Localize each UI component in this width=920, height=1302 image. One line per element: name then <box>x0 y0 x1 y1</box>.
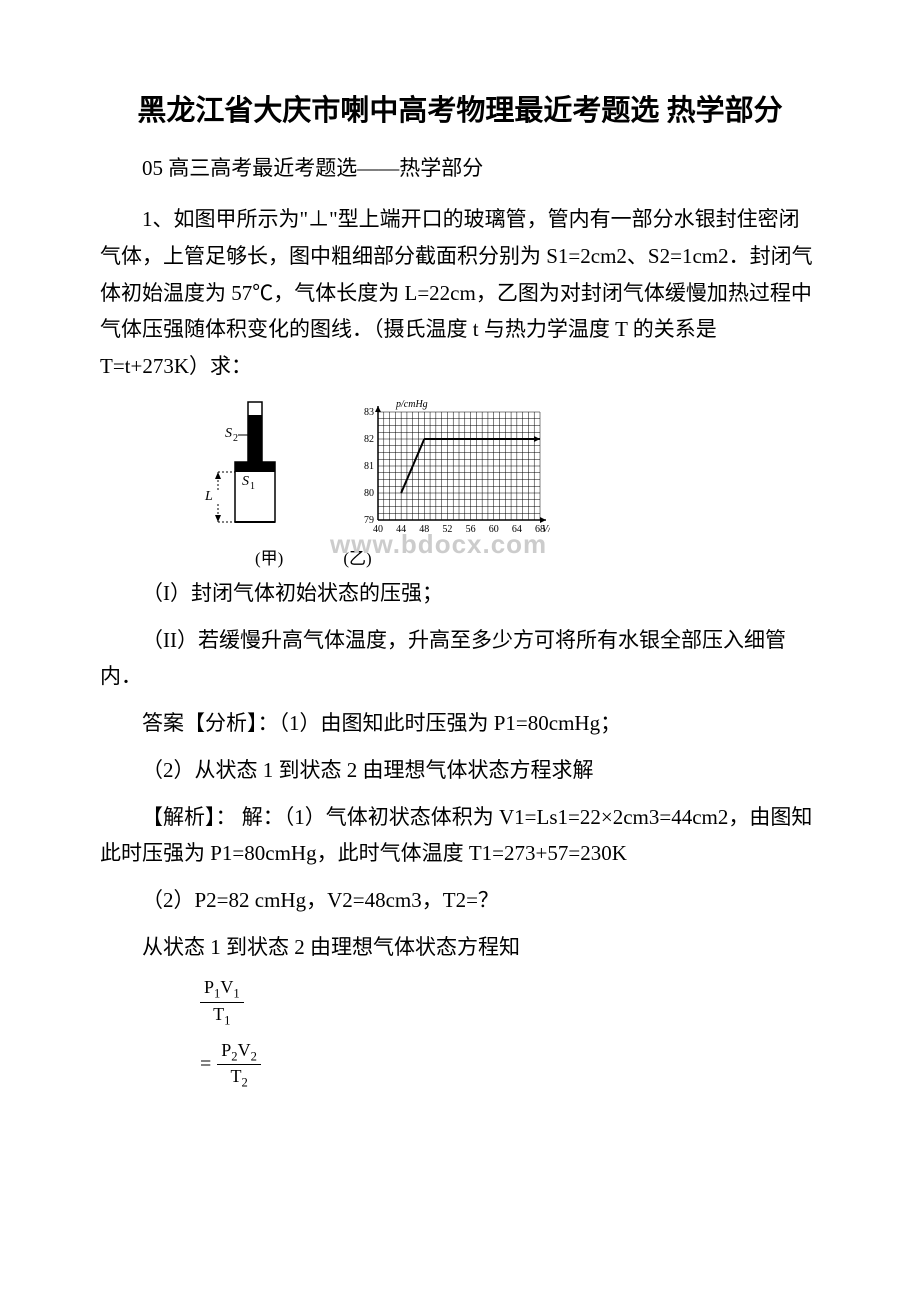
answer-solution-1: 【解析】： 解：（1）气体初状态体积为 V1=Ls1=22×2cm3=44cm2… <box>100 799 820 873</box>
svg-text:82: 82 <box>364 434 374 445</box>
svg-text:56: 56 <box>466 524 476 535</box>
svg-text:81: 81 <box>364 461 374 472</box>
problem-statement: 1、如图甲所示为"⊥"型上端开口的玻璃管，管内有一部分水银封住密闭气体，上管足够… <box>100 201 820 385</box>
svg-text:S: S <box>225 426 232 441</box>
svg-text:83: 83 <box>364 407 374 418</box>
svg-text:V/cm³: V/cm³ <box>542 524 550 535</box>
figure-container: www.bdocx.com S 2 S 1 <box>200 397 820 569</box>
svg-text:60: 60 <box>489 524 499 535</box>
answer-solution-3: 从状态 1 到状态 2 由理想气体状态方程知 <box>100 929 820 966</box>
svg-text:L: L <box>204 489 213 504</box>
svg-text:79: 79 <box>364 515 374 526</box>
formula-1: P1V1 T1 <box>200 976 820 1029</box>
answer-analysis-2: （2）从状态 1 到状态 2 由理想气体状态方程求解 <box>100 752 820 789</box>
svg-text:2: 2 <box>233 433 238 444</box>
answer-analysis-1: 答案【分析】：（1）由图知此时压强为 P1=80cmHg； <box>100 705 820 742</box>
svg-text:40: 40 <box>373 524 383 535</box>
svg-text:48: 48 <box>419 524 429 535</box>
answer-solution-2: （2）P2=82 cmHg，V2=48cm3，T2=？ <box>100 882 820 919</box>
svg-text:80: 80 <box>364 488 374 499</box>
question-2: （II）若缓慢升高气体温度，升高至多少方可将所有水银全部压入细管内． <box>100 622 820 696</box>
formula-2: = P2V2 T2 <box>200 1039 820 1092</box>
svg-text:p/cmHg: p/cmHg <box>395 399 428 410</box>
svg-text:S: S <box>242 474 249 489</box>
svg-text:1: 1 <box>250 481 255 492</box>
svg-text:64: 64 <box>512 524 522 535</box>
subtitle: 05 高三高考最近考题选——热学部分 <box>100 152 820 186</box>
figure-caption-left: (甲) <box>255 544 283 569</box>
question-1: （I）封闭气体初始状态的压强； <box>100 575 820 612</box>
tube-diagram: S 2 S 1 L <box>200 397 315 542</box>
page-title: 黑龙江省大庆市喇中高考物理最近考题选 热学部分 <box>100 90 820 134</box>
svg-text:44: 44 <box>396 524 406 535</box>
pv-chart: p/cmHg40444852566064687980818283V/cm³ <box>350 397 550 542</box>
svg-text:52: 52 <box>442 524 452 535</box>
